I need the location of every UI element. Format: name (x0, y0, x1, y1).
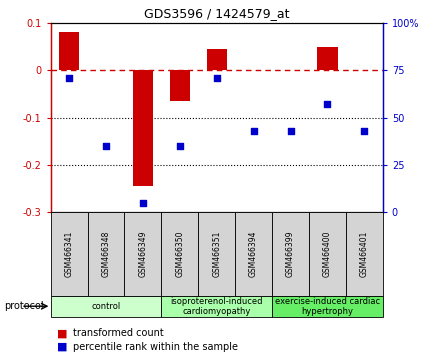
Text: transformed count: transformed count (73, 329, 163, 338)
Bar (51, 212, 88, 296)
Text: GSM466400: GSM466400 (323, 231, 332, 277)
Title: GDS3596 / 1424579_at: GDS3596 / 1424579_at (144, 7, 290, 21)
Text: percentile rank within the sample: percentile rank within the sample (73, 342, 238, 352)
Point (213, 75, 220, 81)
Bar (51, 296, 161, 317)
Point (66, 75, 73, 81)
Text: GSM466394: GSM466394 (249, 231, 258, 277)
Point (139, 200, 147, 206)
Bar (317, 47, 337, 70)
Bar (59, 33, 79, 70)
Bar (235, 212, 272, 296)
Text: GSM466401: GSM466401 (360, 231, 369, 277)
Bar (346, 212, 383, 296)
Text: ■: ■ (57, 342, 68, 352)
Bar (170, 70, 190, 101)
Text: GSM466348: GSM466348 (102, 231, 110, 277)
Point (361, 128, 368, 134)
Text: GSM466399: GSM466399 (286, 231, 295, 277)
Text: GSM466349: GSM466349 (138, 231, 147, 277)
Bar (161, 212, 198, 296)
Text: protocol: protocol (4, 301, 44, 311)
Point (324, 102, 331, 107)
Point (103, 143, 110, 149)
Point (287, 128, 294, 134)
Text: GSM466341: GSM466341 (65, 231, 73, 277)
Point (250, 128, 257, 134)
Bar (272, 296, 383, 317)
Bar (206, 49, 227, 70)
Text: ■: ■ (57, 329, 68, 338)
Bar (133, 70, 153, 186)
Text: isoproterenol-induced
cardiomyopathy: isoproterenol-induced cardiomyopathy (170, 297, 263, 316)
Bar (198, 212, 235, 296)
Text: control: control (92, 302, 121, 311)
Bar (272, 212, 309, 296)
Text: GSM466351: GSM466351 (212, 231, 221, 277)
Bar (88, 212, 125, 296)
Text: GSM466350: GSM466350 (175, 231, 184, 277)
Text: exercise-induced cardiac
hypertrophy: exercise-induced cardiac hypertrophy (275, 297, 380, 316)
Point (176, 143, 183, 149)
Bar (125, 212, 161, 296)
Bar (309, 212, 346, 296)
Bar (161, 296, 272, 317)
